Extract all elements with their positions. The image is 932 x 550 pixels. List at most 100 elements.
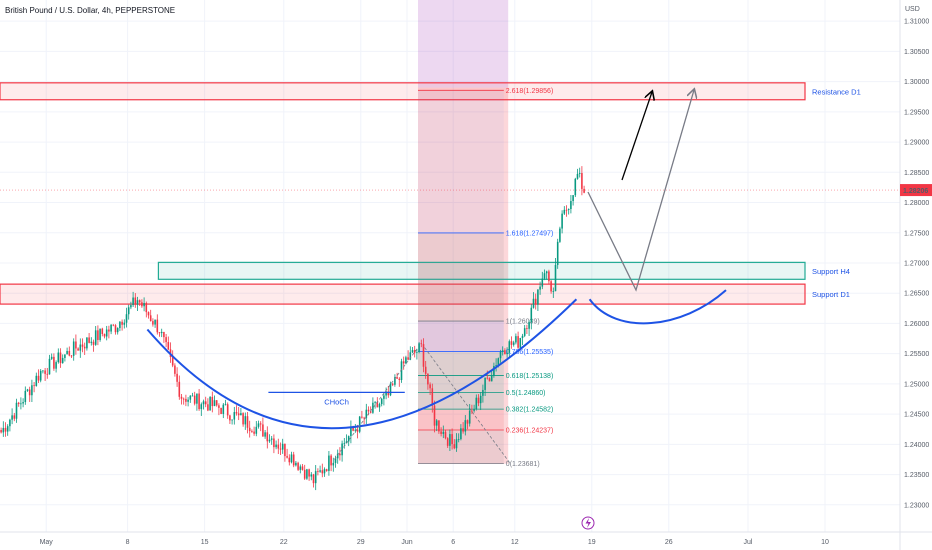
candle-body [193, 395, 196, 404]
candle-body [365, 409, 368, 419]
candle-body [526, 328, 528, 329]
drawings-layer: CHoCh [0, 90, 900, 460]
y-tick-label: 1.29000 [904, 140, 929, 147]
candle-body [484, 377, 486, 390]
candle-body [108, 329, 110, 332]
candle-body [292, 454, 295, 466]
candle-body [374, 402, 376, 403]
candle-body [446, 438, 449, 446]
candle-body [391, 383, 394, 385]
candle-body [356, 429, 359, 432]
candle-body [103, 333, 106, 337]
candle-body [303, 469, 306, 479]
candle-body [433, 405, 436, 426]
candle-body [273, 438, 275, 448]
fib-level-label: 1(1.26039) [506, 319, 540, 326]
candle-body [200, 404, 203, 410]
candle-body [57, 352, 60, 363]
candle-body [48, 358, 51, 375]
candle-body [504, 350, 506, 355]
candle-body [123, 322, 126, 325]
candle-body [66, 350, 68, 355]
candle-body [411, 350, 414, 353]
candle-body [477, 397, 480, 404]
candle-body [75, 341, 77, 349]
candle-body [226, 404, 229, 416]
candle-body [0, 429, 2, 433]
candle-body [361, 416, 363, 418]
fib-band [418, 90, 504, 233]
candle-body [13, 415, 16, 419]
candle-body [499, 351, 502, 359]
candle-body [556, 241, 559, 265]
candle-body [534, 298, 537, 305]
candle-body [264, 432, 266, 437]
candle-body [493, 365, 495, 376]
candle-body [248, 427, 251, 432]
candle-body [101, 328, 104, 334]
candle-body [468, 410, 471, 424]
candle-body [180, 396, 183, 399]
fib-level-label: 0.618(1.25138) [506, 373, 553, 380]
y-tick-label: 1.23500 [904, 472, 929, 479]
x-tick-label: 8 [126, 539, 130, 546]
y-tick-label: 1.30500 [904, 49, 929, 56]
x-tick-label: Jul [744, 539, 753, 546]
candle-body [213, 400, 216, 407]
candle-body [297, 462, 299, 470]
currency-label: USD [905, 6, 920, 13]
candle-body [385, 391, 387, 396]
candle-body [145, 302, 148, 313]
candle-body [262, 424, 264, 437]
candle-body [22, 402, 24, 404]
candle-body [539, 286, 541, 290]
y-tick-label: 1.28500 [904, 170, 929, 177]
rounding-bottom-curve [146, 298, 578, 430]
candle-body [116, 328, 119, 333]
candle-body [211, 396, 214, 407]
candle-body [521, 335, 524, 339]
candles-layer [0, 166, 585, 491]
fib-band [418, 392, 504, 410]
candle-body [160, 331, 163, 334]
candle-body [528, 322, 530, 329]
zones-layer: Resistance D1 Support H4 Support D1 [0, 82, 861, 305]
candle-body [4, 427, 7, 432]
candle-body [325, 469, 328, 471]
candle-body [561, 213, 563, 229]
candle-body [383, 395, 385, 399]
y-tick-label: 1.29500 [904, 109, 929, 116]
candle-body [462, 428, 464, 432]
candle-body [334, 458, 337, 463]
candle-body [11, 415, 13, 420]
candle-body [387, 391, 390, 396]
position-box [418, 0, 509, 464]
candle-body [530, 307, 533, 323]
candle-body [431, 388, 434, 406]
candle-body [165, 337, 167, 343]
candle-body [147, 312, 150, 316]
y-tick-label: 1.31000 [904, 19, 929, 26]
candle-body [554, 264, 557, 292]
y-tick-label: 1.27000 [904, 260, 929, 267]
candle-body [121, 321, 123, 325]
x-tick-label: Jun [401, 539, 412, 546]
candle-body [574, 178, 577, 196]
candle-body [515, 336, 517, 343]
candle-body [220, 407, 222, 414]
candle-body [400, 361, 403, 380]
candle-body [185, 398, 187, 402]
candle-body [552, 291, 555, 292]
candle-body [323, 469, 326, 474]
candle-body [488, 378, 491, 382]
candle-body [61, 357, 64, 364]
candle-body [457, 439, 460, 440]
candle-body [134, 297, 137, 305]
candle-body [389, 383, 392, 396]
candle-body [506, 352, 508, 355]
candle-body [290, 454, 293, 463]
candle-body [37, 375, 40, 381]
y-tick-label: 1.26500 [904, 291, 929, 298]
